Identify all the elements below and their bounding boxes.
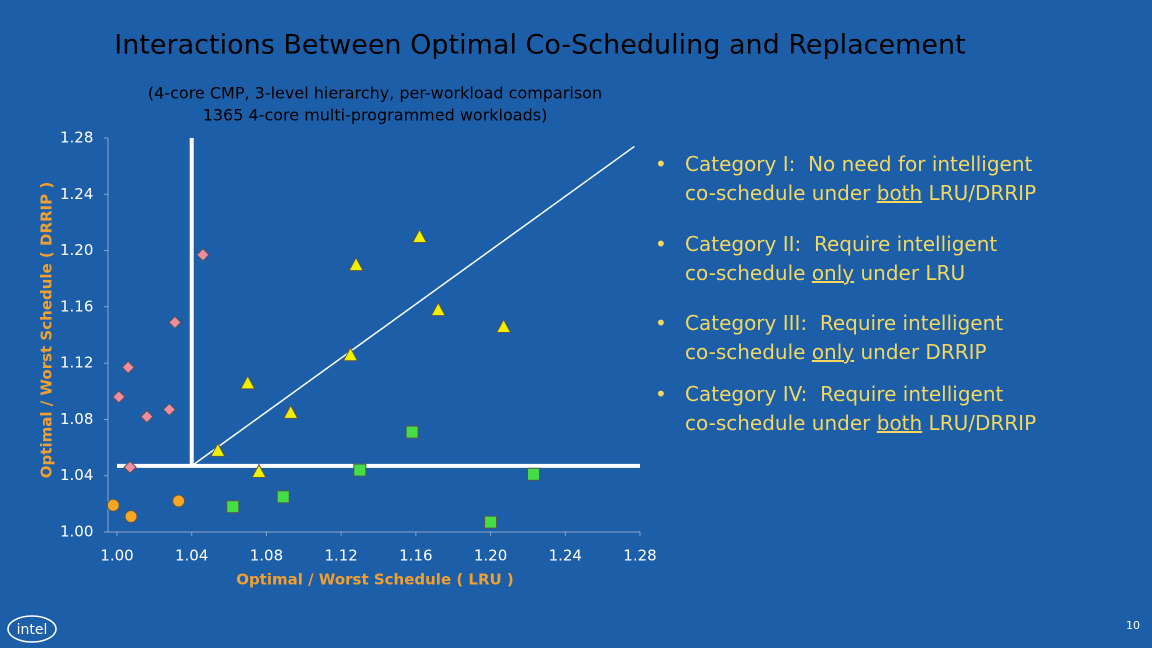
subtitle: 1365 4-core multi-programmed workloads) [203,106,548,125]
bullet-text: only [811,261,855,285]
page-number: 10 [1126,619,1140,632]
bullet-text: under DRRIP [854,340,987,364]
y-tick-label: 1.20 [60,241,93,259]
y-tick-label: 1.08 [60,410,93,428]
bullet-text: co-schedule under [685,181,877,205]
bullet-line: co-schedule only under DRRIP [655,338,1003,367]
y-tick-label: 1.16 [60,297,93,315]
point [210,442,226,457]
bullet-line: Category IV: Require intelligent [655,380,1036,409]
point [140,409,154,424]
x-tick-label: 1.20 [474,547,507,565]
point [411,228,428,243]
bullet-text: both [876,411,923,435]
bullet-dot: • [655,232,667,256]
point [484,515,498,529]
bullet-line: Category II: Require intelligent [655,230,997,259]
bullet-text: Category I: No need for intelligent [685,152,1033,176]
point [353,463,367,477]
point [196,248,210,262]
point [405,425,419,439]
bullet: • Category III: Require intelligent co-sch… [655,309,1003,367]
bullet-text: Category IV: Require intelligent [685,382,1004,406]
point [430,301,447,317]
bullet-line: co-schedule under both LRU/DRRIP [655,179,1036,208]
x-axis-label: Optimal / Worst Schedule ( LRU ) [236,571,514,589]
bullet-text: Category III: Require intelligent [685,311,1004,335]
bullet-text: LRU/DRRIP [922,181,1037,205]
bullet-dot: • [655,382,667,406]
point [112,390,126,404]
point [342,346,359,362]
y-tick-label: 1.28 [60,129,93,147]
logo-ring [7,615,57,643]
bullet: • Category IV: Require intelligent co-sche… [655,380,1036,438]
y-axis-label: Optimal / Worst Schedule ( DRRIP ) [38,182,56,478]
bullet-line: co-schedule only under LRU [655,259,997,288]
bullet-line: Category III: Require intelligent [655,309,1003,338]
x-tick-label: 1.12 [324,547,357,565]
bullet-dot: • [655,311,667,335]
point [495,318,512,334]
y-tick-label: 1.00 [60,523,93,541]
bullet-text: co-schedule [685,340,812,364]
bullet-text: co-schedule [685,261,812,285]
point [162,402,177,417]
point [282,404,299,419]
point [226,500,240,514]
x-tick-label: 1.24 [549,547,582,565]
bullet-dot: • [655,152,667,176]
bullet: • Category I: No need for intelligent co-s… [655,150,1036,208]
bullet: • Category II: Require intelligent co-sche… [655,230,997,288]
x-tick-label: 1.16 [399,547,432,565]
diagonal [191,145,635,467]
point [168,315,182,330]
point [348,256,364,272]
bullet-text: co-schedule under [685,411,877,435]
logo: intel [17,622,48,638]
point [239,374,256,390]
x-tick-label: 1.00 [100,547,133,565]
point [121,360,135,375]
subtitle: (4-core CMP, 3-level hierarchy, per-work… [148,84,602,103]
y-tick-label: 1.12 [60,354,93,372]
point [106,498,120,512]
point [124,510,138,524]
point [123,460,137,474]
bullet-text: LRU/DRRIP [922,411,1037,435]
bullet-line: co-schedule under both LRU/DRRIP [655,409,1036,438]
point [527,467,541,481]
bullet-text: under LRU [854,261,966,285]
bullet-line: Category I: No need for intelligent [655,150,1036,179]
point [276,490,290,504]
chart-title: Interactions Between Optimal Co-Scheduli… [114,30,965,61]
x-tick-label: 1.04 [175,547,208,565]
x-tick-label: 1.28 [623,547,656,565]
bullet-text: Category II: Require intelligent [685,232,998,256]
y-tick-label: 1.04 [60,466,93,484]
point [251,463,267,478]
x-tick-label: 1.08 [250,547,283,565]
y-tick-label: 1.24 [60,185,93,203]
bullet-text: only [811,340,855,364]
bullet-text: both [876,181,923,205]
point [172,494,186,508]
